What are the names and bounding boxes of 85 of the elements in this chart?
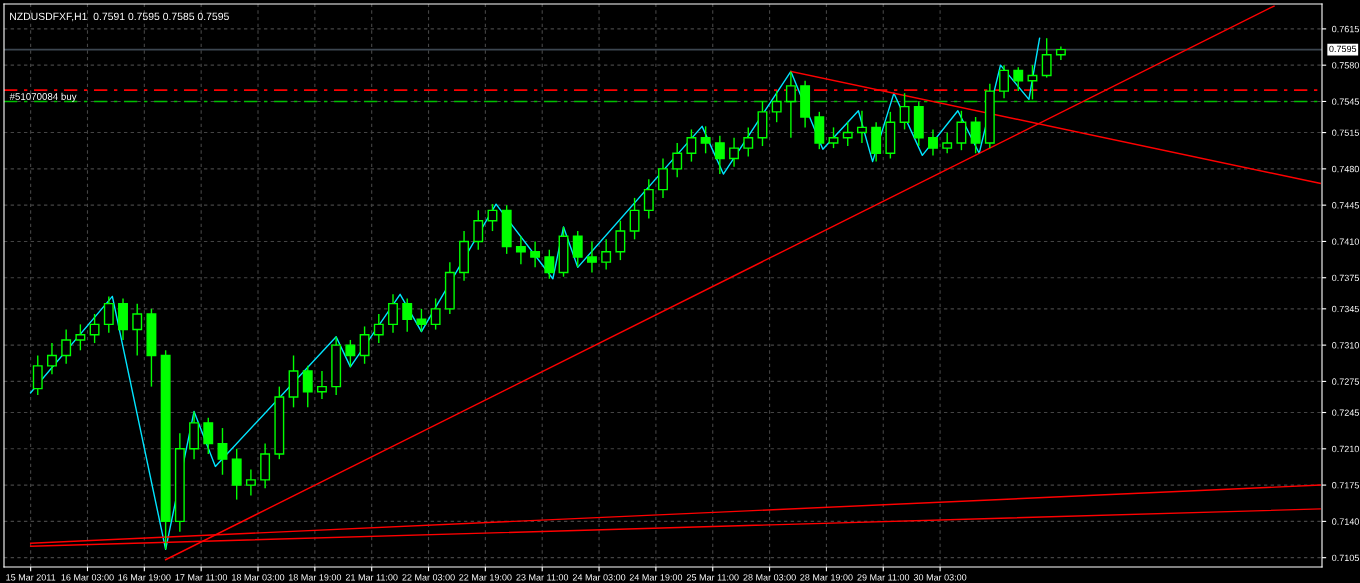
candlestick	[89, 313, 100, 344]
candlestick	[430, 297, 441, 331]
y-tick-label: 0.7480	[1332, 165, 1359, 173]
candlestick	[132, 302, 143, 357]
candlestick	[203, 417, 214, 455]
candlestick	[828, 126, 839, 149]
candlestick	[771, 90, 782, 123]
x-tick-label: 15 Mar 2011	[6, 574, 56, 581]
text: NZDUSDFXF,H1 0.7591 0.7595 0.7585 0.7595	[10, 12, 229, 22]
candlestick	[629, 197, 640, 241]
candlestick	[402, 297, 413, 333]
x-tick-label: 22 Mar 19:00	[459, 574, 512, 581]
candlestick	[700, 125, 711, 154]
y-tick-label: 0.7580	[1332, 62, 1359, 69]
x-tick-label: 21 Mar 11:00	[345, 574, 398, 581]
candlestick	[245, 468, 256, 497]
candlestick	[970, 116, 981, 154]
candlestick	[103, 295, 114, 334]
ref-line-label: 0.7595	[1329, 45, 1357, 53]
candlestick	[643, 178, 654, 220]
candlestick	[544, 249, 555, 280]
candlestick	[658, 157, 668, 199]
candlestick	[714, 134, 725, 175]
x-tick-label: 16 Mar 19:00	[118, 574, 171, 581]
candlestick	[1041, 37, 1052, 79]
y-tick-label: 0.7445	[1332, 202, 1359, 209]
y-tick-label: 0.7515	[1332, 129, 1359, 136]
candlestick	[1013, 66, 1024, 92]
y-tick-label: 0.7275	[1332, 378, 1359, 385]
x-tick-label: 24 Mar 03:00	[572, 574, 626, 581]
candlestick	[956, 110, 967, 151]
candlestick	[515, 235, 526, 265]
candlestick	[601, 238, 612, 271]
x-tick-label: 17 Mar 11:00	[175, 574, 228, 581]
candlestick	[785, 70, 796, 139]
x-tick-label: 22 Mar 03:00	[402, 574, 455, 581]
y-tick-label: 0.7375	[1332, 274, 1359, 282]
candlestick	[686, 128, 697, 163]
y-tick-label: 0.7210	[1332, 445, 1359, 453]
y-tick-label: 0.7175	[1332, 482, 1359, 489]
y-tick-label: 0.7545	[1332, 98, 1359, 105]
candlestick	[32, 354, 43, 396]
y-tick-label: 0.7245	[1332, 409, 1359, 416]
candlestick	[473, 209, 484, 251]
candlestick	[999, 64, 1010, 100]
x-tick-label: 18 Mar 19:00	[288, 574, 342, 581]
candlestick	[75, 323, 86, 351]
candlestick	[345, 339, 356, 368]
y-tick-label: 0.7310	[1332, 342, 1359, 349]
candlestick	[373, 313, 384, 344]
y-tick-label: 0.7345	[1332, 305, 1359, 313]
candlestick	[842, 121, 853, 147]
candlestick	[47, 342, 57, 375]
y-tick-label: 0.7615	[1332, 25, 1359, 33]
ref-line-label: #51070084 buy	[9, 92, 77, 102]
candlestick	[729, 137, 740, 168]
candlestick	[743, 126, 754, 158]
y-tick-label: 0.7105	[1332, 554, 1359, 562]
candlestick	[615, 220, 626, 261]
candlestick	[928, 128, 938, 157]
y-tick-label: 0.7140	[1332, 518, 1359, 525]
x-tick-label: 28 Mar 03:00	[743, 574, 796, 581]
candlestick	[672, 142, 683, 178]
x-tick-label: 30 Mar 03:00	[913, 574, 967, 581]
candlestick	[359, 325, 370, 365]
x-tick-label: 24 Mar 19:00	[629, 574, 683, 581]
candlestick	[61, 328, 72, 365]
candlestick	[316, 370, 327, 400]
candlestick	[572, 230, 583, 269]
candlestick	[586, 240, 597, 274]
x-tick-label: 28 Mar 19:00	[800, 574, 853, 581]
candlestick	[388, 293, 398, 334]
candlestick	[302, 365, 313, 409]
candlestick	[856, 110, 867, 144]
y-tick-label: 0.7410	[1332, 238, 1359, 245]
candlestick	[942, 131, 953, 154]
x-tick-label: 18 Mar 03:00	[232, 574, 285, 581]
candlestick	[899, 92, 910, 131]
candlestick	[530, 240, 541, 269]
x-tick-label: 23 Mar 11:00	[516, 574, 569, 581]
candlestick	[217, 427, 228, 476]
x-tick-label: 16 Mar 03:00	[61, 574, 114, 581]
candlestick	[416, 308, 427, 333]
x-tick-label: 25 Mar 11:00	[686, 574, 739, 581]
x-tick-label: 29 Mar 11:00	[857, 574, 910, 581]
